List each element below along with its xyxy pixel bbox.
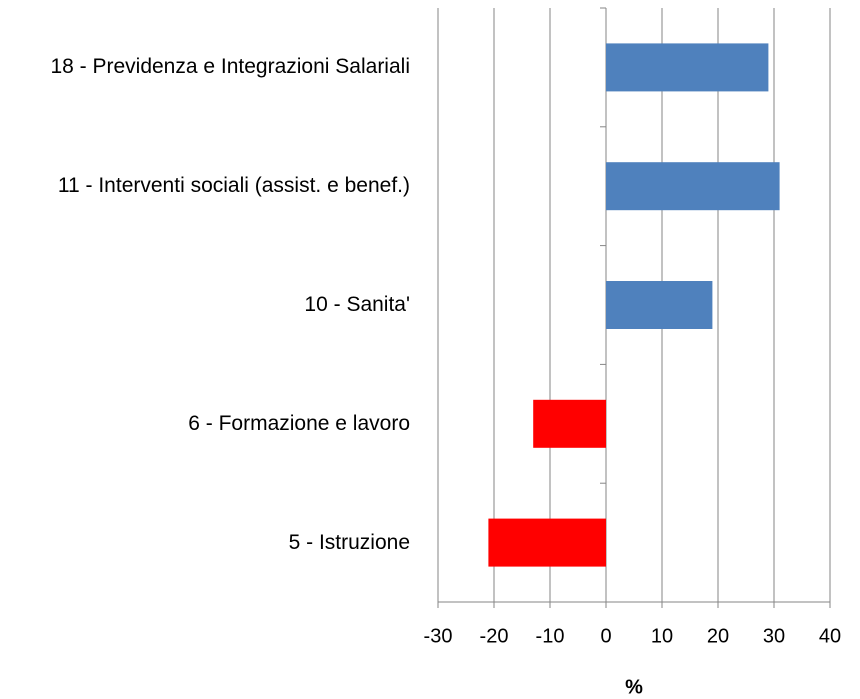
y-tick-label-box: 10 - Sanita'	[304, 290, 410, 320]
y-tick-label-box: 5 - Istruzione	[289, 528, 410, 558]
x-tick-label: 30	[763, 625, 785, 647]
bar	[606, 162, 780, 211]
y-tick-label: 11 - Interventi sociali (assist. e benef…	[57, 174, 410, 198]
y-tick-label: 18 - Previdenza e Integrazioni Salariali	[50, 55, 410, 79]
x-tick-label: 40	[819, 625, 841, 647]
bar	[488, 518, 606, 567]
y-tick-label-box: 6 - Formazione e lavoro	[188, 409, 410, 439]
x-tick-label: -10	[536, 625, 565, 647]
y-tick-label: 5 - Istruzione	[288, 530, 410, 554]
x-tick-label: -30	[424, 625, 453, 647]
y-tick-label-box: 11 - Interventi sociali (assist. e benef…	[58, 171, 410, 201]
y-tick-label-box: 18 - Previdenza e Integrazioni Salariali	[50, 52, 410, 82]
bar	[606, 43, 769, 92]
x-tick-label: -20	[480, 625, 509, 647]
y-tick-label: 10 - Sanita'	[304, 293, 410, 316]
bar	[533, 399, 606, 448]
x-axis-title: %	[625, 676, 643, 698]
x-tick-label: 20	[707, 625, 729, 647]
x-tick-label: 10	[651, 625, 673, 647]
y-tick-label: 6 - Formazione e lavoro	[188, 411, 410, 435]
bar	[606, 281, 713, 329]
x-tick-label: 0	[600, 625, 611, 647]
